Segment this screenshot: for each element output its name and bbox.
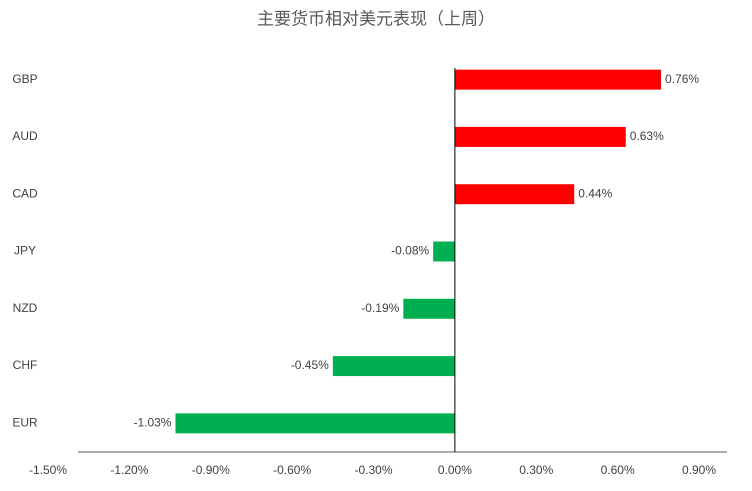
data-label: -0.19% xyxy=(361,301,399,315)
x-tick-label: -0.90% xyxy=(192,463,230,477)
x-tick-label: 0.60% xyxy=(601,463,635,477)
y-tick-label: EUR xyxy=(12,416,38,430)
data-label: -0.08% xyxy=(391,244,429,258)
x-tick-label: 0.00% xyxy=(438,463,472,477)
x-tick-label: 0.90% xyxy=(682,463,716,477)
x-tick-label: -1.50% xyxy=(29,463,67,477)
data-label: -1.03% xyxy=(133,416,171,430)
bar xyxy=(433,241,455,262)
y-tick-label: CAD xyxy=(12,186,38,200)
data-label: 0.63% xyxy=(630,129,664,143)
bar xyxy=(175,413,455,434)
y-tick-label: JPY xyxy=(14,244,36,258)
x-tick-label: -0.30% xyxy=(354,463,392,477)
bar xyxy=(454,184,575,205)
y-tick-label: CHF xyxy=(13,358,38,372)
y-tick-label: NZD xyxy=(13,301,38,315)
bar xyxy=(454,126,626,147)
data-label: -0.45% xyxy=(291,358,329,372)
x-tick-label: -0.60% xyxy=(273,463,311,477)
bar xyxy=(403,298,455,319)
bar xyxy=(454,69,662,90)
y-tick-label: AUD xyxy=(12,129,38,143)
data-label: 0.44% xyxy=(578,186,612,200)
data-label: 0.76% xyxy=(665,72,699,86)
y-tick-label: GBP xyxy=(12,72,37,86)
chart-title: 主要货币相对美元表现（上周） xyxy=(257,9,495,28)
x-tick-label: 0.30% xyxy=(519,463,553,477)
x-tick-label: -1.20% xyxy=(110,463,148,477)
bar xyxy=(332,356,455,377)
